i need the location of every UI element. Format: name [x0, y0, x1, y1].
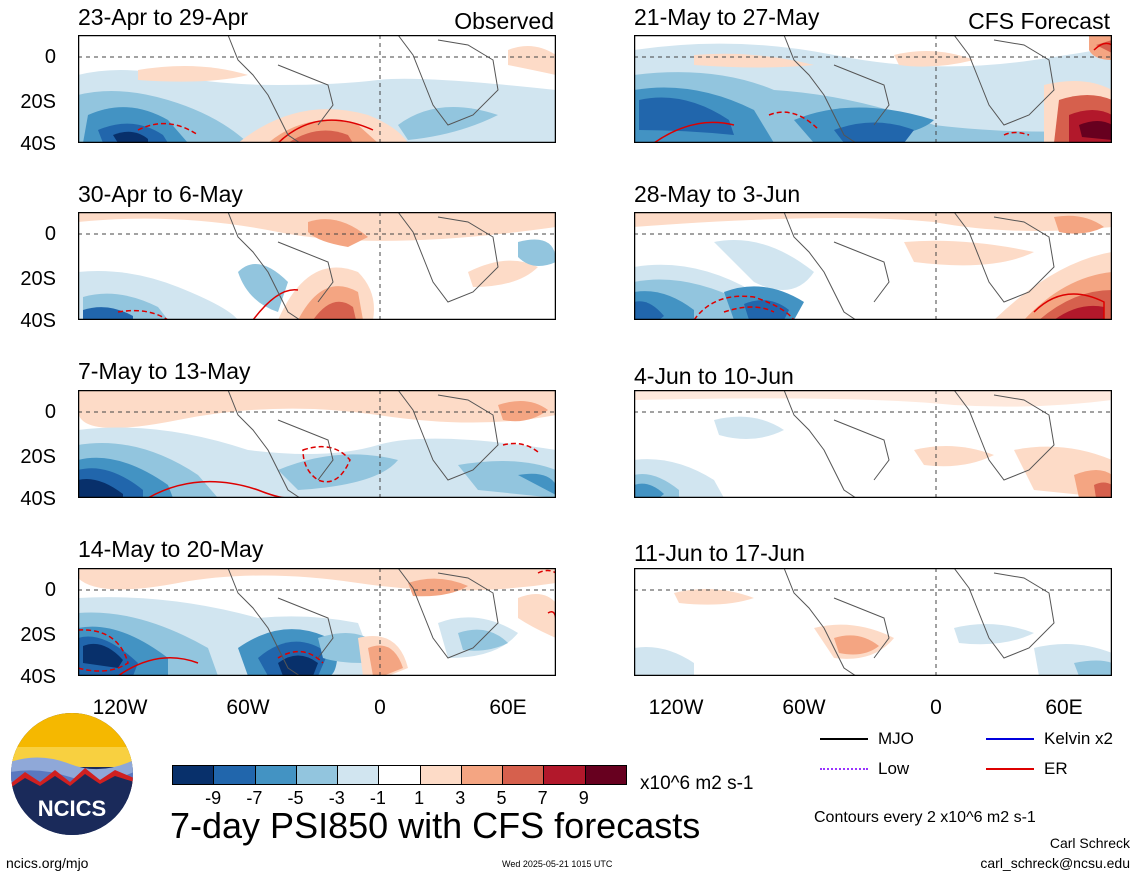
- author-email[interactable]: carl_schreck@ncsu.edu: [980, 855, 1130, 871]
- colorbar-swatch-4: [338, 766, 380, 784]
- legend-label-low: Low: [878, 759, 910, 778]
- ytick-20s-panel-3: 20S: [20, 446, 56, 468]
- main-title: 7-day PSI850 with CFS forecasts: [170, 805, 701, 846]
- ytick-40s-panel-1: 40S: [20, 133, 56, 155]
- ytick-0-panel-2: 0: [44, 223, 56, 245]
- colorbar-label-5: 1: [414, 788, 425, 808]
- website-link[interactable]: ncics.org/mjo: [6, 855, 89, 871]
- map-panel-5: [634, 35, 1112, 143]
- ytick-0-panel-4: 0: [44, 579, 56, 601]
- ytick-20s-panel-1: 20S: [20, 91, 56, 113]
- legend-swatch-er: [986, 768, 1034, 770]
- xtick-0-left: 0: [374, 696, 386, 719]
- xtick-60w-right: 60W: [782, 696, 826, 719]
- ncics-logo: NCICS: [11, 713, 133, 835]
- author-name: Carl Schreck: [1049, 835, 1130, 851]
- legend-swatch-mjo: [820, 738, 868, 740]
- colorbar-swatch-9: [544, 766, 586, 784]
- timestamp: Wed 2025-05-21 1015 UTC: [502, 859, 613, 869]
- panel-tag-observed: Observed: [454, 8, 554, 34]
- colorbar-label-4: -1: [369, 788, 386, 808]
- colorbar-label-3: -3: [328, 788, 345, 808]
- legend-label-mjo: MJO: [878, 729, 914, 748]
- logo-text: NCICS: [38, 796, 106, 821]
- colorbar-swatch-1: [214, 766, 256, 784]
- colorbar-label-0: -9: [205, 788, 222, 808]
- colorbar-label-7: 5: [496, 788, 507, 808]
- xtick-60e-left: 60E: [489, 696, 527, 719]
- ytick-20s-panel-4: 20S: [20, 624, 56, 646]
- legend-label-kelvin: Kelvin x2: [1044, 729, 1113, 748]
- xtick-120w-left: 120W: [92, 696, 148, 719]
- legend-swatch-kelvin: [986, 738, 1034, 740]
- ytick-40s-panel-4: 40S: [20, 666, 56, 688]
- colorbar-label-1: -7: [246, 788, 263, 808]
- xtick-0-right: 0: [930, 696, 942, 719]
- colorbar-swatch-8: [503, 766, 545, 784]
- map-panel-1: [78, 35, 556, 143]
- ytick-20s-panel-2: 20S: [20, 268, 56, 290]
- xtick-60w-left: 60W: [226, 696, 270, 719]
- legend-swatch-low: [820, 768, 868, 770]
- map-panel-4: [78, 568, 556, 676]
- legend-label-er: ER: [1044, 759, 1068, 778]
- colorbar-swatch-3: [296, 766, 339, 784]
- panel-title-4: 14-May to 20-May: [78, 536, 264, 562]
- contours-note: Contours every 2 x10^6 m2 s-1: [814, 809, 1036, 826]
- colorbar-labels: -9 -7 -5 -3 -1 1 3 5 7 9: [172, 789, 625, 809]
- ytick-0-panel-1: 0: [44, 46, 56, 68]
- panel-title-1: 23-Apr to 29-Apr: [78, 4, 249, 30]
- ytick-40s-panel-3: 40S: [20, 488, 56, 510]
- panel-title-6: 28-May to 3-Jun: [634, 181, 801, 207]
- colorbar-label-9: 9: [578, 788, 589, 808]
- colorbar-label-6: 3: [455, 788, 466, 808]
- panel-tag-forecast: CFS Forecast: [968, 8, 1110, 34]
- colorbar-label-2: -5: [287, 788, 304, 808]
- map-panel-7: [634, 390, 1112, 498]
- panel-title-7: 4-Jun to 10-Jun: [634, 363, 794, 389]
- panel-title-2: 30-Apr to 6-May: [78, 181, 243, 207]
- colorbar-swatch-5: [379, 766, 421, 784]
- colorbar-swatch-10: [585, 766, 626, 784]
- xtick-60e-right: 60E: [1045, 696, 1083, 719]
- colorbar: [172, 765, 627, 785]
- panel-title-5: 21-May to 27-May: [634, 4, 820, 30]
- ytick-40s-panel-2: 40S: [20, 310, 56, 332]
- map-panel-6: [634, 212, 1112, 320]
- ytick-0-panel-3: 0: [44, 401, 56, 423]
- colorbar-label-8: 7: [537, 788, 548, 808]
- colorbar-swatch-7: [461, 766, 504, 784]
- map-panel-3: [78, 390, 556, 498]
- xtick-120w-right: 120W: [648, 696, 704, 719]
- colorbar-swatch-6: [420, 766, 462, 784]
- map-panel-2: [78, 212, 556, 320]
- map-panel-8: [634, 568, 1112, 676]
- panel-title-8: 11-Jun to 17-Jun: [634, 540, 805, 566]
- legend: MJO Kelvin x2 Low ER: [820, 730, 1120, 788]
- colorbar-swatch-2: [255, 766, 297, 784]
- panel-title-3: 7-May to 13-May: [78, 358, 251, 384]
- colorbar-swatch-0: [173, 766, 215, 784]
- colorbar-units: x10^6 m2 s-1: [640, 773, 754, 794]
